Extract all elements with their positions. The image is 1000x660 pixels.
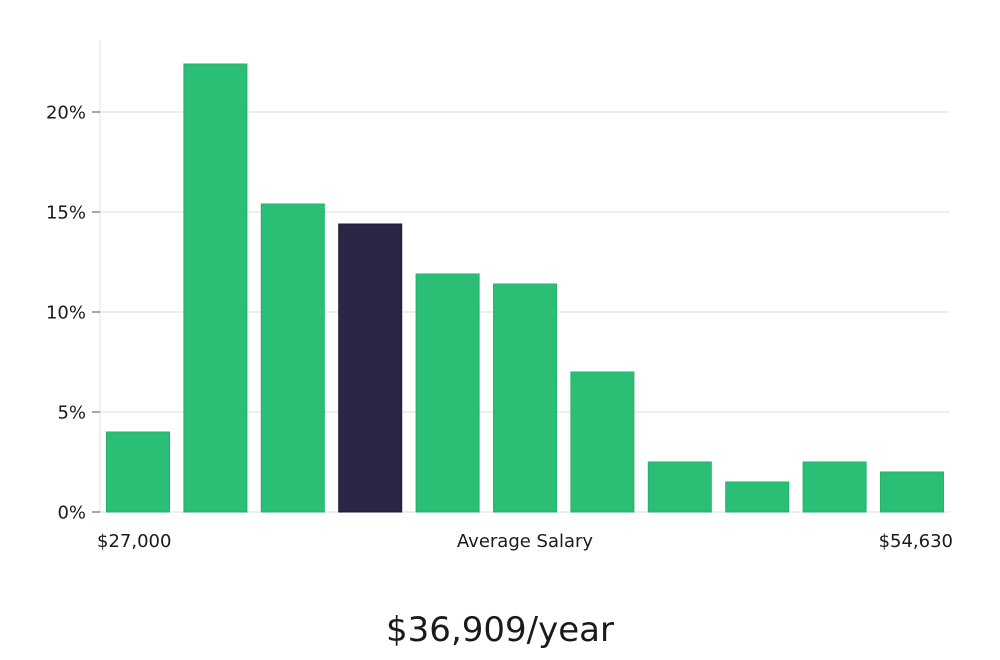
bar-8 [725,481,790,513]
bar-9 [802,461,867,513]
y-tick-label-5: 5% [57,403,86,424]
bar-6 [570,371,635,513]
y-tick-label-10: 10% [46,303,86,324]
average-salary-value: $36,909/year [386,610,614,650]
bar-7 [647,461,712,513]
y-tick-label-15: 15% [46,203,86,224]
bars [106,63,944,513]
y-axis-ticks: 0% 5% 10% 15% 20% [46,103,100,524]
salary-histogram-chart: 0% 5% 10% 15% 20% $27,000 Average Salary $54… [46,40,953,552]
x-axis-max-label: $54,630 [879,531,953,552]
bar-0 [106,431,170,513]
bar-1 [183,63,248,513]
bar-5 [493,283,557,513]
y-tick-label-0: 0% [57,503,86,524]
bar-2 [260,203,325,513]
y-tick-label-20: 20% [46,103,86,124]
bar-4 [415,273,480,513]
x-axis-title: Average Salary [457,531,594,552]
x-axis-min-label: $27,000 [97,531,171,552]
bar-highlighted-3 [338,223,403,513]
bar-10 [880,471,944,513]
